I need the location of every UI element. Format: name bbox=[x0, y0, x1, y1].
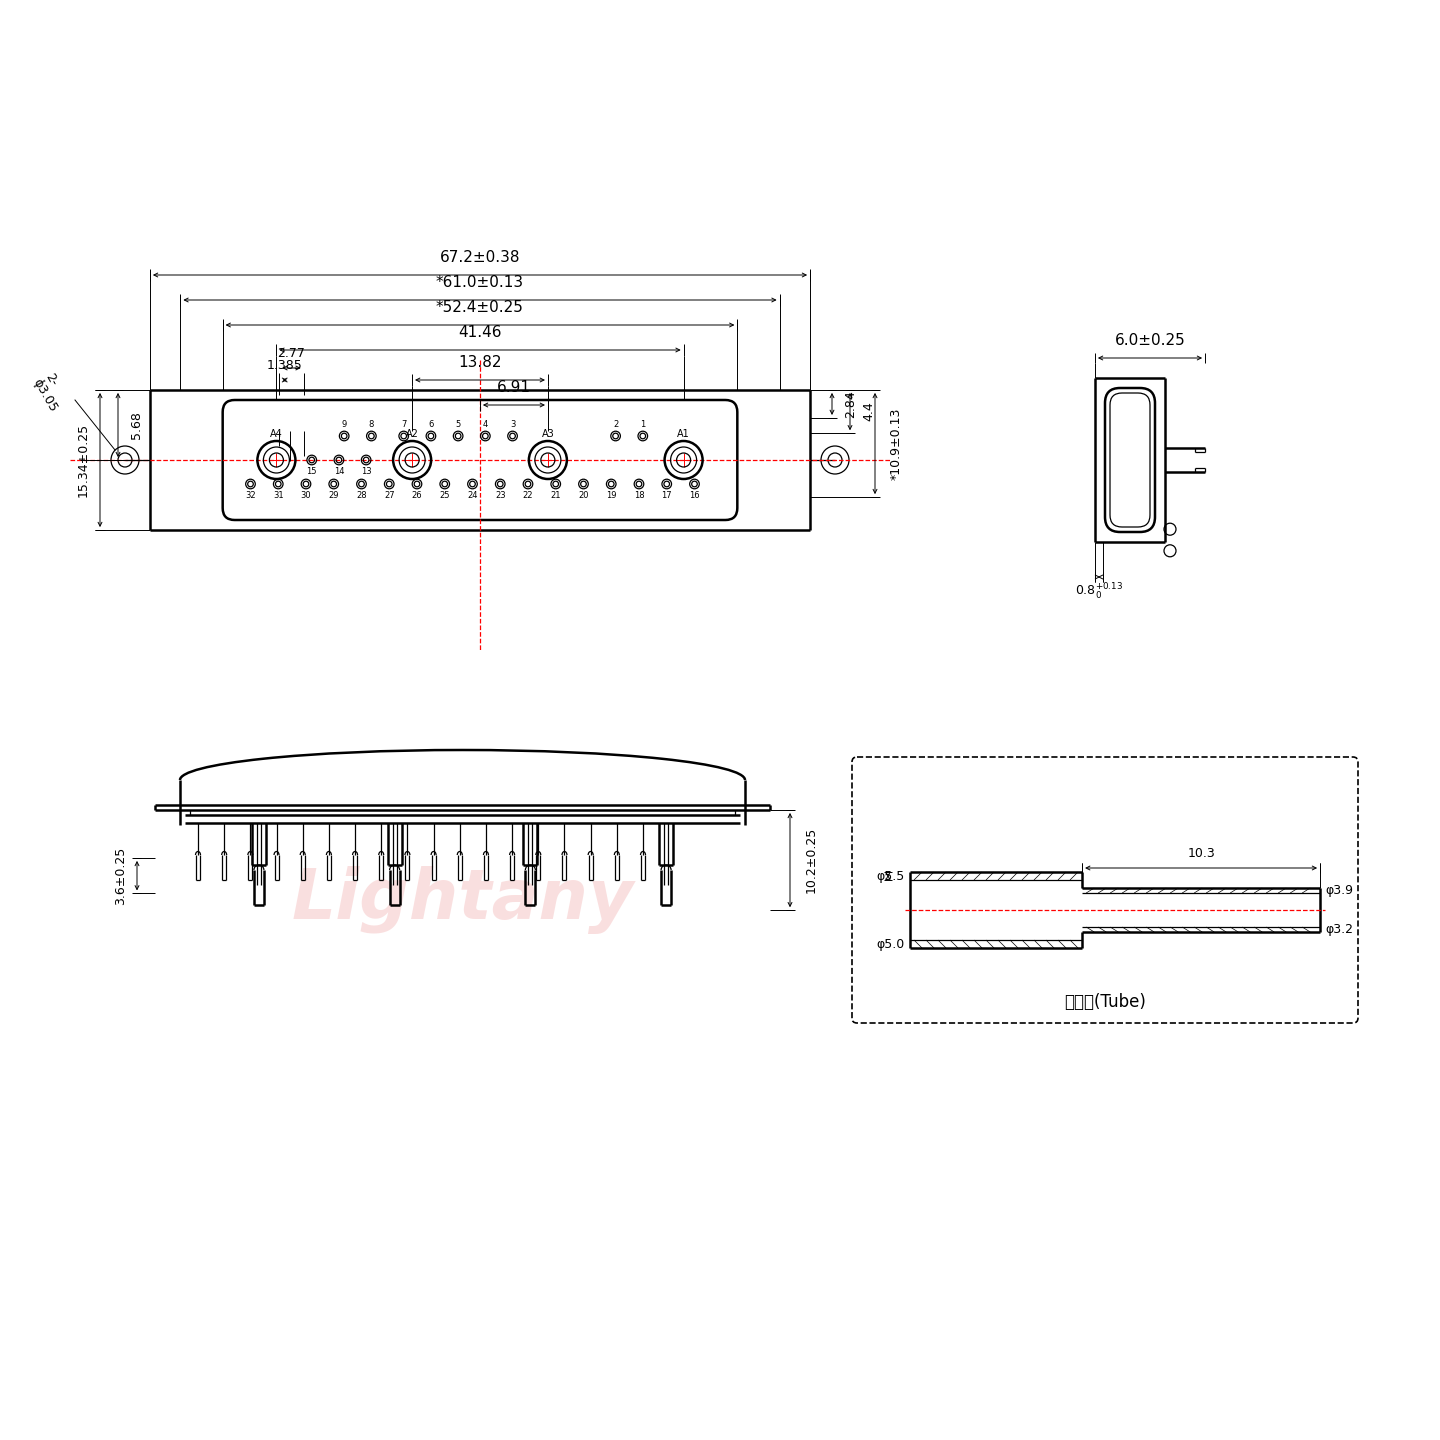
Text: 9: 9 bbox=[341, 420, 347, 429]
Text: A4: A4 bbox=[271, 429, 282, 439]
Text: 13.82: 13.82 bbox=[458, 356, 501, 370]
Text: 22: 22 bbox=[523, 491, 533, 500]
Text: *61.0±0.13: *61.0±0.13 bbox=[436, 275, 524, 289]
Text: 24: 24 bbox=[467, 491, 478, 500]
FancyBboxPatch shape bbox=[852, 757, 1358, 1022]
Text: *10.9±0.13: *10.9±0.13 bbox=[890, 408, 903, 480]
Text: 13: 13 bbox=[361, 467, 372, 475]
Text: 3: 3 bbox=[510, 420, 516, 429]
Text: ϕ3.05: ϕ3.05 bbox=[30, 376, 60, 413]
Text: 29: 29 bbox=[328, 491, 338, 500]
Text: 18: 18 bbox=[634, 491, 644, 500]
Text: 26: 26 bbox=[412, 491, 422, 500]
Text: 7: 7 bbox=[400, 420, 406, 429]
FancyBboxPatch shape bbox=[1104, 387, 1155, 531]
Text: 3.6±0.25: 3.6±0.25 bbox=[114, 847, 127, 904]
FancyBboxPatch shape bbox=[1110, 393, 1151, 527]
Text: 67.2±0.38: 67.2±0.38 bbox=[439, 251, 520, 265]
Text: 32: 32 bbox=[245, 491, 256, 500]
Text: 30: 30 bbox=[301, 491, 311, 500]
Text: A2: A2 bbox=[406, 429, 419, 439]
Text: 2.77: 2.77 bbox=[278, 347, 305, 360]
Text: 1: 1 bbox=[641, 420, 645, 429]
Text: 20: 20 bbox=[579, 491, 589, 500]
Text: Lightany: Lightany bbox=[291, 865, 634, 935]
Text: 5: 5 bbox=[455, 420, 461, 429]
Text: Lightany: Lightany bbox=[308, 436, 651, 504]
Text: 19: 19 bbox=[606, 491, 616, 500]
Text: 14: 14 bbox=[334, 467, 344, 475]
Text: φ5.0: φ5.0 bbox=[877, 937, 904, 950]
Text: 15: 15 bbox=[307, 467, 317, 475]
Text: 27: 27 bbox=[384, 491, 395, 500]
Text: 2.84: 2.84 bbox=[844, 390, 857, 418]
Text: φ3.2: φ3.2 bbox=[1325, 923, 1354, 936]
Text: 8: 8 bbox=[369, 420, 374, 429]
Text: 6.0±0.25: 6.0±0.25 bbox=[1115, 333, 1185, 348]
Text: 4.4: 4.4 bbox=[863, 402, 876, 422]
Text: $0.8^{+0.13}_{0}$: $0.8^{+0.13}_{0}$ bbox=[1074, 582, 1123, 602]
Text: φ3.9: φ3.9 bbox=[1325, 884, 1354, 897]
Text: 21: 21 bbox=[550, 491, 562, 500]
Text: 1.385: 1.385 bbox=[266, 359, 302, 372]
Text: 28: 28 bbox=[356, 491, 367, 500]
Text: 16: 16 bbox=[690, 491, 700, 500]
Text: 41.46: 41.46 bbox=[458, 325, 501, 340]
Text: 5.68: 5.68 bbox=[130, 410, 143, 439]
Text: 2-: 2- bbox=[43, 372, 60, 389]
Text: 2: 2 bbox=[613, 420, 618, 429]
Text: 6: 6 bbox=[428, 420, 433, 429]
Text: 4: 4 bbox=[482, 420, 488, 429]
Text: 屏蔽管(Tube): 屏蔽管(Tube) bbox=[1064, 994, 1146, 1011]
Text: 23: 23 bbox=[495, 491, 505, 500]
Text: 25: 25 bbox=[439, 491, 449, 500]
Text: *52.4±0.25: *52.4±0.25 bbox=[436, 300, 524, 315]
FancyBboxPatch shape bbox=[223, 400, 737, 520]
Text: 15.34±0.25: 15.34±0.25 bbox=[76, 423, 91, 497]
Text: 31: 31 bbox=[274, 491, 284, 500]
Text: A3: A3 bbox=[541, 429, 554, 439]
Text: A1: A1 bbox=[677, 429, 690, 439]
Text: φ5.5: φ5.5 bbox=[877, 870, 904, 883]
Text: 10.2±0.25: 10.2±0.25 bbox=[805, 827, 818, 893]
Text: 6.91: 6.91 bbox=[497, 380, 531, 395]
Text: 10.3: 10.3 bbox=[1187, 847, 1215, 860]
Text: 17: 17 bbox=[661, 491, 672, 500]
